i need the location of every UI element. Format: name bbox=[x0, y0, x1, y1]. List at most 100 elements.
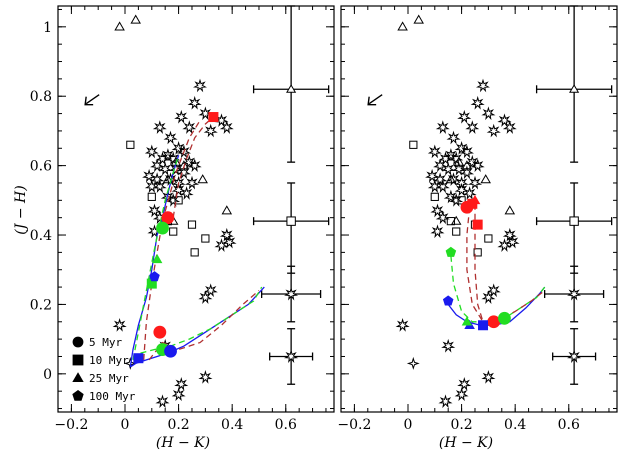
reddening-arrow-shaft bbox=[368, 94, 383, 105]
observed-star-point bbox=[430, 224, 445, 239]
observed-star-point bbox=[449, 193, 464, 207]
observed-star-point bbox=[112, 318, 127, 332]
y-axis-title: (J − H) bbox=[13, 185, 29, 234]
observed-star-point bbox=[427, 144, 442, 159]
observed-star-point bbox=[219, 120, 234, 134]
observed-star-point bbox=[174, 377, 189, 391]
observed-triangle-point bbox=[221, 205, 233, 215]
error-bar-marker bbox=[284, 286, 299, 301]
x-tick-label: −0.2 bbox=[337, 417, 371, 433]
legend-label-5myr: 5 Myr bbox=[89, 336, 122, 349]
observed-square-point bbox=[147, 192, 156, 201]
observed-star-point bbox=[150, 172, 165, 186]
error-bar-marker bbox=[286, 216, 296, 226]
x-axis-title-left: (H − K) bbox=[156, 435, 210, 451]
model-blue-square bbox=[133, 353, 144, 364]
panel-right: −0.2 0 0.2 0.4 0.6 bbox=[337, 5, 618, 433]
model-track-green bbox=[132, 155, 180, 361]
observed-square-point bbox=[484, 234, 493, 243]
observed-star-point bbox=[486, 283, 501, 298]
model-green-pentagon bbox=[445, 246, 457, 257]
observed-square-point bbox=[174, 196, 183, 205]
observed-triangle-point bbox=[445, 174, 457, 184]
model-red-square bbox=[208, 112, 219, 123]
model-blue-pentagon bbox=[149, 271, 160, 282]
observed-star-point bbox=[214, 238, 229, 253]
observed-star-point bbox=[144, 179, 159, 193]
observed-star-point bbox=[451, 161, 466, 176]
y-tick-label: 0.8 bbox=[30, 89, 52, 105]
x-tick-label: 0.6 bbox=[275, 417, 297, 433]
model-track-darkred bbox=[143, 120, 201, 360]
model-track-darkred bbox=[148, 290, 260, 361]
observed-star-point bbox=[193, 78, 207, 93]
observed-star-point bbox=[182, 120, 197, 134]
observed-star-point bbox=[465, 154, 480, 169]
model-track-blue bbox=[129, 286, 265, 368]
x-tick-label: 0.2 bbox=[167, 417, 189, 433]
observed-triangle-point bbox=[114, 21, 125, 31]
model-green-circle bbox=[498, 311, 511, 325]
plot-frame bbox=[340, 5, 618, 413]
panel-left: −0.2 0 0.2 0.4 0.6 0 0.2 0.4 0.6 0.8 1 bbox=[30, 5, 335, 433]
observed-star-point bbox=[160, 148, 175, 162]
observed-star-point bbox=[187, 95, 202, 110]
reddening-arrow-head bbox=[84, 96, 94, 106]
observed-star-point bbox=[502, 227, 517, 242]
observed-triangle-point bbox=[504, 205, 516, 215]
observed-star-point bbox=[459, 165, 475, 180]
legend-marker-square bbox=[72, 354, 84, 366]
model-blue-pentagon bbox=[442, 295, 454, 306]
observed-square-point bbox=[409, 140, 418, 149]
model-green-triangle bbox=[461, 316, 473, 326]
y-tick-label: 1 bbox=[43, 20, 52, 36]
observed-triangle-point bbox=[413, 14, 424, 24]
observed-star-point bbox=[184, 175, 200, 190]
observed-star-point bbox=[497, 238, 512, 253]
observed-star-point bbox=[470, 158, 485, 173]
model-blue-square bbox=[478, 320, 489, 331]
observed-star-point bbox=[481, 106, 496, 121]
observed-star-point bbox=[457, 109, 472, 124]
y-tick-label: 0.2 bbox=[30, 297, 52, 313]
legend-label-100myr: 100 Myr bbox=[89, 390, 136, 403]
error-bar-marker bbox=[284, 349, 299, 363]
observed-star-point bbox=[441, 338, 456, 353]
observed-diamond-point bbox=[406, 356, 420, 370]
model-green-triangle bbox=[151, 253, 163, 264]
observed-star-point bbox=[174, 109, 189, 124]
observed-star-point bbox=[166, 151, 181, 166]
observed-star-point bbox=[443, 148, 458, 162]
error-bar-marker bbox=[569, 84, 580, 93]
observed-star-point bbox=[443, 189, 458, 204]
observed-star-point bbox=[481, 290, 496, 304]
observed-star-point bbox=[435, 179, 450, 193]
reddening-arrow-shaft bbox=[85, 94, 100, 105]
observed-star-point bbox=[435, 210, 450, 225]
error-bar-marker bbox=[567, 286, 582, 301]
legend: 5 Myr 10 Myr 25 Myr 100 Myr bbox=[72, 336, 136, 403]
observed-star-point bbox=[203, 283, 218, 298]
observed-star-point bbox=[502, 120, 517, 134]
model-green-circle bbox=[156, 221, 169, 235]
x-axis-title-right: (H − K) bbox=[439, 435, 493, 451]
observed-star-point bbox=[222, 234, 237, 249]
observed-star-point bbox=[171, 387, 186, 402]
observed-star-point bbox=[435, 120, 450, 134]
observed-star-point bbox=[454, 141, 469, 155]
observed-square-point bbox=[126, 140, 135, 149]
observed-star-point bbox=[457, 377, 472, 391]
observed-star-point bbox=[449, 151, 464, 166]
observed-triangle-point bbox=[397, 21, 408, 31]
observed-star-point bbox=[454, 182, 469, 197]
observed-triangle-point bbox=[461, 160, 473, 170]
model-red-square bbox=[467, 198, 478, 209]
x-tick-label: 0.4 bbox=[221, 417, 243, 433]
observed-star-point bbox=[505, 234, 520, 249]
model-track-green bbox=[132, 286, 263, 361]
observed-star-point bbox=[179, 186, 194, 200]
x-tick-label: 0.2 bbox=[450, 417, 472, 433]
observed-star-point bbox=[427, 179, 442, 193]
x-tick-label: 0 bbox=[121, 417, 130, 433]
